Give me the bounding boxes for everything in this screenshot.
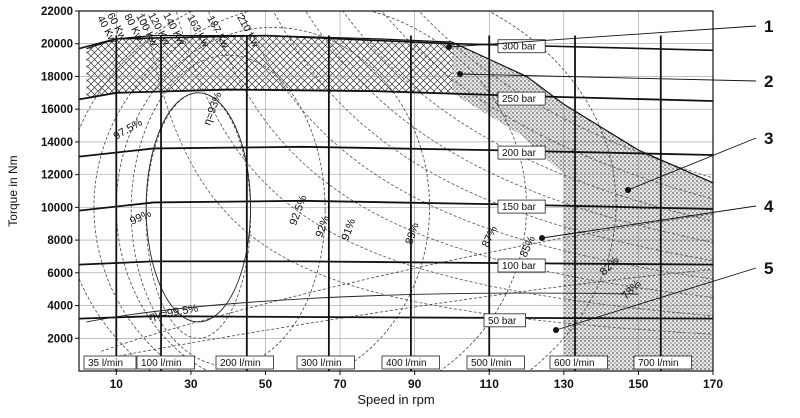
pressure-label-box bbox=[497, 91, 546, 106]
callout-leader bbox=[555, 267, 757, 331]
pressure-label-box bbox=[497, 258, 546, 273]
callout-dot bbox=[457, 71, 463, 77]
x-axis-title: Speed in rpm bbox=[357, 392, 434, 407]
pressure-label: 250 bar bbox=[502, 94, 537, 105]
callout-number: 5 bbox=[764, 259, 773, 278]
y-tick-label: 12000 bbox=[41, 170, 73, 182]
plot-frame bbox=[78, 10, 714, 372]
y-tick-label: 16000 bbox=[41, 104, 73, 116]
pressure-label-box bbox=[497, 145, 546, 160]
callout-number: 4 bbox=[764, 197, 774, 216]
intermittent-dotted-region bbox=[451, 42, 713, 216]
x-tick-label: 90 bbox=[408, 377, 422, 391]
callout-leader bbox=[541, 205, 757, 239]
efficiency-label: η=93% bbox=[202, 90, 225, 127]
power-line bbox=[342, 11, 713, 222]
power-line bbox=[240, 11, 713, 280]
y-tick-label: 14000 bbox=[41, 137, 73, 149]
callout-number: 3 bbox=[764, 129, 773, 148]
flow-label-box bbox=[633, 355, 692, 370]
pressure-line bbox=[79, 145, 713, 158]
x-tick-label: 110 bbox=[480, 377, 500, 391]
intermittent-hatched-region bbox=[86, 35, 452, 100]
efficiency-label: 87% bbox=[480, 224, 500, 249]
flow-label-box bbox=[136, 355, 195, 370]
efficiency-label: 91% bbox=[340, 217, 359, 242]
y-tick-label: 20000 bbox=[41, 39, 73, 51]
pressure-label-box bbox=[497, 199, 546, 214]
y-axis-title: Torque in Nm bbox=[6, 155, 20, 226]
efficiency-label: 99% bbox=[128, 207, 153, 227]
pressure-line bbox=[79, 199, 713, 212]
pressure-line bbox=[79, 315, 713, 320]
flow-label: 100 l/min bbox=[141, 358, 182, 369]
x-tick-label: 170 bbox=[703, 377, 723, 391]
flow-label-box bbox=[466, 355, 525, 370]
x-tick-label: 50 bbox=[259, 377, 273, 391]
pressure-label: 150 bar bbox=[502, 202, 537, 213]
flow-label: 400 l/min bbox=[386, 358, 427, 369]
power-line bbox=[305, 11, 713, 243]
pressure-label: 300 bar bbox=[502, 42, 537, 53]
pressure-label: 100 bar bbox=[502, 261, 537, 272]
pressure-line bbox=[79, 260, 713, 266]
y-tick-label: 22000 bbox=[41, 6, 73, 18]
flow-label-box bbox=[549, 355, 608, 370]
efficiency-label: 85% bbox=[518, 234, 538, 259]
x-tick-label: 30 bbox=[184, 377, 198, 391]
x-tick-label: 150 bbox=[628, 377, 648, 391]
efficiency-contour bbox=[86, 292, 639, 323]
flow-label: 600 l/min bbox=[554, 358, 595, 369]
callout-dot bbox=[446, 44, 452, 50]
callout-number: 2 bbox=[764, 72, 773, 91]
flow-label: 700 l/min bbox=[638, 358, 679, 369]
y-tick-label: 10000 bbox=[41, 202, 73, 214]
callout-leader bbox=[448, 25, 757, 48]
pressure-line bbox=[79, 88, 713, 102]
pressure-label: 200 bar bbox=[502, 148, 537, 159]
efficiency-contour bbox=[101, 213, 713, 352]
power-line bbox=[208, 11, 713, 298]
callout-number: 1 bbox=[764, 17, 773, 36]
callout-leader bbox=[627, 137, 757, 191]
callout-leader bbox=[459, 73, 757, 82]
flow-label-box bbox=[215, 355, 274, 370]
flow-label: 35 l/min bbox=[88, 358, 123, 369]
power-line bbox=[272, 11, 713, 262]
y-tick-label: 2000 bbox=[47, 333, 73, 345]
y-tick-label: 8000 bbox=[47, 235, 73, 247]
y-tick-label: 18000 bbox=[41, 71, 73, 83]
callout-dot bbox=[553, 327, 559, 333]
flow-label: 200 l/min bbox=[220, 358, 261, 369]
x-tick-label: 70 bbox=[333, 377, 347, 391]
power-line bbox=[381, 11, 713, 200]
x-tick-label: 10 bbox=[110, 377, 124, 391]
power-line bbox=[175, 11, 713, 317]
max-torque-curve bbox=[86, 34, 713, 184]
efficiency-label: 92.5% bbox=[288, 193, 310, 227]
callout-dot bbox=[539, 235, 545, 241]
x-tick-label: 130 bbox=[554, 377, 574, 391]
efficiency-contour bbox=[108, 269, 713, 359]
callout-dot bbox=[625, 187, 631, 193]
pressure-label-box bbox=[483, 313, 526, 328]
flow-label: 300 l/min bbox=[301, 358, 342, 369]
efficiency-contour bbox=[79, 11, 617, 371]
flow-label-box bbox=[296, 355, 355, 370]
flow-label: 500 l/min bbox=[471, 358, 512, 369]
flow-label-box bbox=[83, 355, 137, 370]
y-tick-label: 6000 bbox=[47, 268, 73, 280]
pressure-label: 50 bar bbox=[488, 316, 517, 327]
power-line bbox=[143, 11, 713, 335]
flow-label-box bbox=[381, 355, 440, 370]
y-tick-label: 4000 bbox=[47, 301, 73, 313]
